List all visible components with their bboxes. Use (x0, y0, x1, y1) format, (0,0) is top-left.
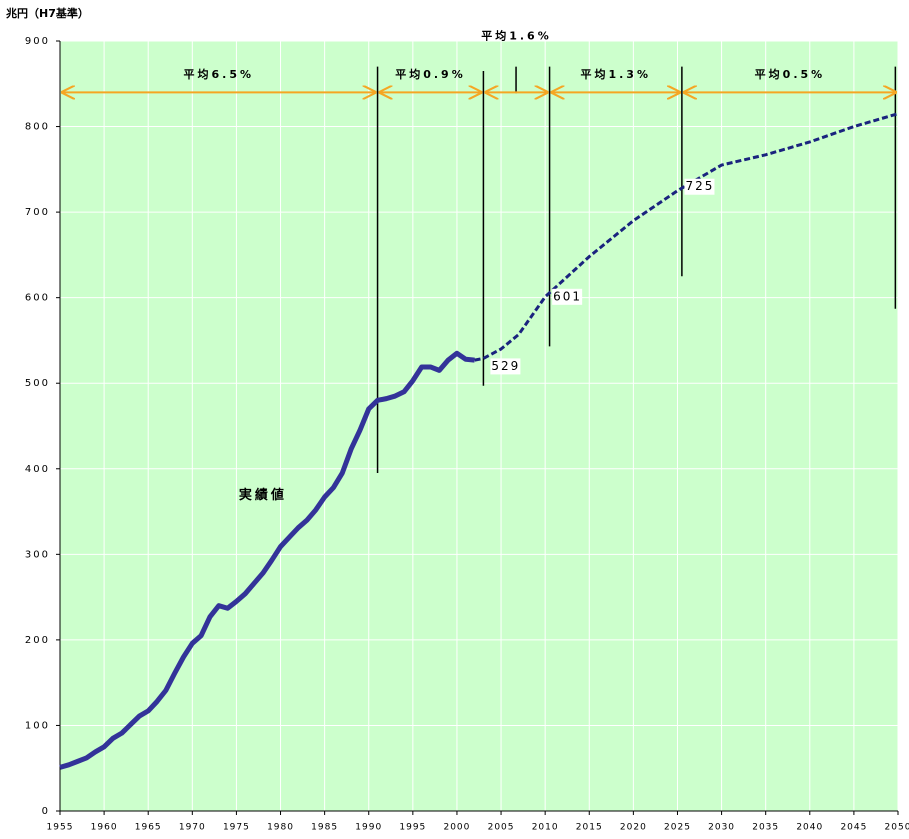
x-tick-label: 2050 (885, 823, 909, 833)
y-tick-label: 0 (42, 806, 50, 817)
x-tick-label: 1960 (91, 823, 118, 833)
x-tick-label: 1970 (179, 823, 206, 833)
x-tick-label: 2015 (576, 823, 603, 833)
period-label: 平均0.9% (395, 67, 466, 81)
x-tick-label: 2010 (532, 823, 559, 833)
series-label: 実績値 (239, 487, 287, 503)
y-tick-label: 200 (25, 635, 50, 646)
x-tick-label: 2005 (488, 823, 515, 833)
data-label: 529 (491, 359, 520, 373)
period-label: 平均0.5% (755, 67, 826, 81)
x-tick-label: 2040 (796, 823, 823, 833)
x-tick-label: 1980 (267, 823, 294, 833)
y-axis-label: 兆円（H7基準） (6, 6, 89, 20)
x-tick-label: 1975 (223, 823, 250, 833)
y-tick-label: 300 (25, 549, 50, 560)
plot-background (60, 41, 898, 811)
period-label: 平均1.6% (481, 29, 552, 43)
data-label-bg (490, 358, 521, 375)
y-tick-label: 800 (25, 122, 50, 133)
data-label-bg (684, 178, 715, 195)
x-tick-label: 2020 (620, 823, 647, 833)
data-label-bg (552, 288, 583, 305)
x-tick-label: 2000 (443, 823, 470, 833)
y-tick-label: 900 (25, 36, 50, 47)
data-label: 725 (685, 179, 714, 193)
period-label: 平均1.3% (580, 67, 651, 81)
x-tick-label: 1995 (399, 823, 426, 833)
period-label: 平均6.5% (184, 67, 255, 81)
y-tick-label: 500 (25, 378, 50, 389)
x-tick-label: 1985 (311, 823, 338, 833)
x-tick-label: 1990 (355, 823, 382, 833)
y-tick-label: 600 (25, 293, 50, 304)
data-line (474, 112, 899, 362)
y-tick-label: 700 (25, 207, 50, 218)
x-tick-label: 1965 (135, 823, 162, 833)
x-tick-label: 2030 (708, 823, 735, 833)
data-line (59, 350, 475, 770)
x-tick-label: 2025 (664, 823, 691, 833)
data-label: 601 (553, 289, 582, 303)
x-tick-label: 2045 (840, 823, 867, 833)
y-tick-label: 400 (25, 464, 50, 475)
x-tick-label: 1955 (47, 823, 74, 833)
y-tick-label: 100 (25, 720, 50, 731)
x-tick-label: 2035 (752, 823, 779, 833)
